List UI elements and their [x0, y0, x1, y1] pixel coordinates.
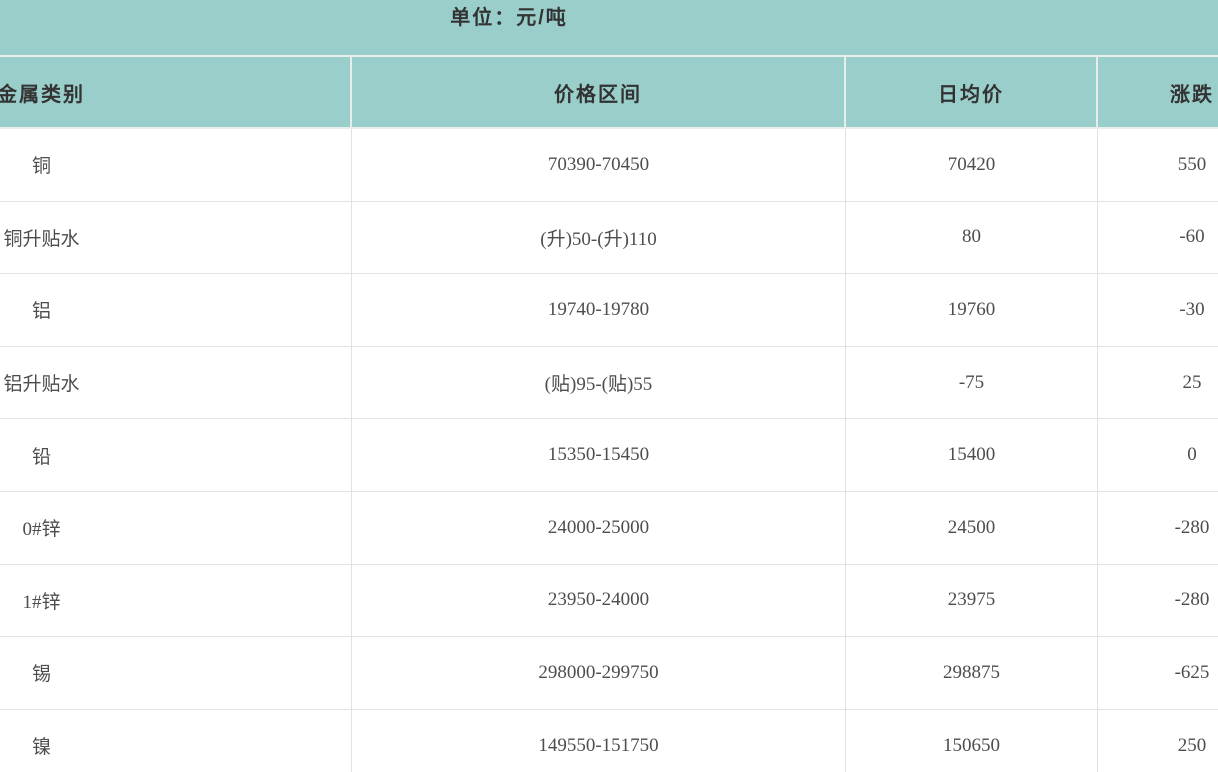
metal-category-cell: 1#锌 — [0, 564, 352, 638]
col-header-daily-average: 日均价 — [846, 57, 1098, 129]
metal-category-cell: 铜 — [0, 129, 352, 202]
table-row: 铜 70390-70450 70420 550 — [0, 129, 1218, 202]
daily-average-cell: 19760 — [846, 274, 1098, 347]
metal-price-table: 金属类别 价格区间 日均价 涨跌 铜 70390-70450 70420 550 铜升贴… — [0, 57, 1218, 772]
change-cell: 250 — [1098, 709, 1218, 772]
table-row: 1#锌 23950-24000 23975 -280 — [0, 564, 1218, 638]
change-cell: -625 — [1098, 637, 1218, 710]
table-row: 铅 15350-15450 15400 0 — [0, 419, 1218, 492]
change-cell: 550 — [1098, 129, 1218, 202]
price-range-cell: 149550-151750 — [352, 709, 846, 772]
table-row: 铜升贴水 (升)50-(升)110 80 -60 — [0, 201, 1218, 275]
col-header-change: 涨跌 — [1098, 57, 1218, 129]
price-range-cell: 298000-299750 — [352, 637, 846, 710]
col-header-price-range: 价格区间 — [352, 57, 846, 129]
header-row: 金属类别 价格区间 日均价 涨跌 — [0, 57, 1218, 129]
metal-category-cell: 铝升贴水 — [0, 346, 352, 420]
daily-average-cell: 298875 — [846, 637, 1098, 710]
unit-caption: 单位：元/吨 — [0, 0, 1218, 57]
metal-category-cell: 0#锌 — [0, 491, 352, 565]
metal-category-cell: 镍 — [0, 709, 352, 772]
metal-category-cell: 铜升贴水 — [0, 201, 352, 275]
metal-category-cell: 铝 — [0, 274, 352, 347]
table-row: 镍 149550-151750 150650 250 — [0, 709, 1218, 772]
price-range-cell: 70390-70450 — [352, 129, 846, 202]
table-body: 铜 70390-70450 70420 550 铜升贴水 (升)50-(升)110 80 -6… — [0, 129, 1218, 772]
daily-average-cell: 70420 — [846, 129, 1098, 202]
price-range-cell: 23950-24000 — [352, 564, 846, 638]
change-cell: -30 — [1098, 274, 1218, 347]
price-range-cell: (升)50-(升)110 — [352, 201, 846, 275]
unit-caption-label: 单位：元/吨 — [450, 7, 568, 29]
price-range-cell: 19740-19780 — [352, 274, 846, 347]
daily-average-cell: 80 — [846, 201, 1098, 275]
daily-average-cell: 23975 — [846, 564, 1098, 638]
change-cell: -280 — [1098, 564, 1218, 638]
metal-category-cell: 铅 — [0, 419, 352, 492]
price-range-cell: 24000-25000 — [352, 491, 846, 565]
table-row: 0#锌 24000-25000 24500 -280 — [0, 491, 1218, 565]
col-header-metal-category: 金属类别 — [0, 57, 352, 129]
change-cell: 0 — [1098, 419, 1218, 492]
price-range-cell: 15350-15450 — [352, 419, 846, 492]
price-range-cell: (贴)95-(贴)55 — [352, 346, 846, 420]
daily-average-cell: -75 — [846, 346, 1098, 420]
daily-average-cell: 150650 — [846, 709, 1098, 772]
table-row: 锡 298000-299750 298875 -625 — [0, 637, 1218, 710]
daily-average-cell: 24500 — [846, 491, 1098, 565]
change-cell: -280 — [1098, 491, 1218, 565]
metal-category-cell: 锡 — [0, 637, 352, 710]
table-row: 铝 19740-19780 19760 -30 — [0, 274, 1218, 347]
daily-average-cell: 15400 — [846, 419, 1098, 492]
change-cell: 25 — [1098, 346, 1218, 420]
change-cell: -60 — [1098, 201, 1218, 275]
table-row: 铝升贴水 (贴)95-(贴)55 -75 25 — [0, 346, 1218, 420]
